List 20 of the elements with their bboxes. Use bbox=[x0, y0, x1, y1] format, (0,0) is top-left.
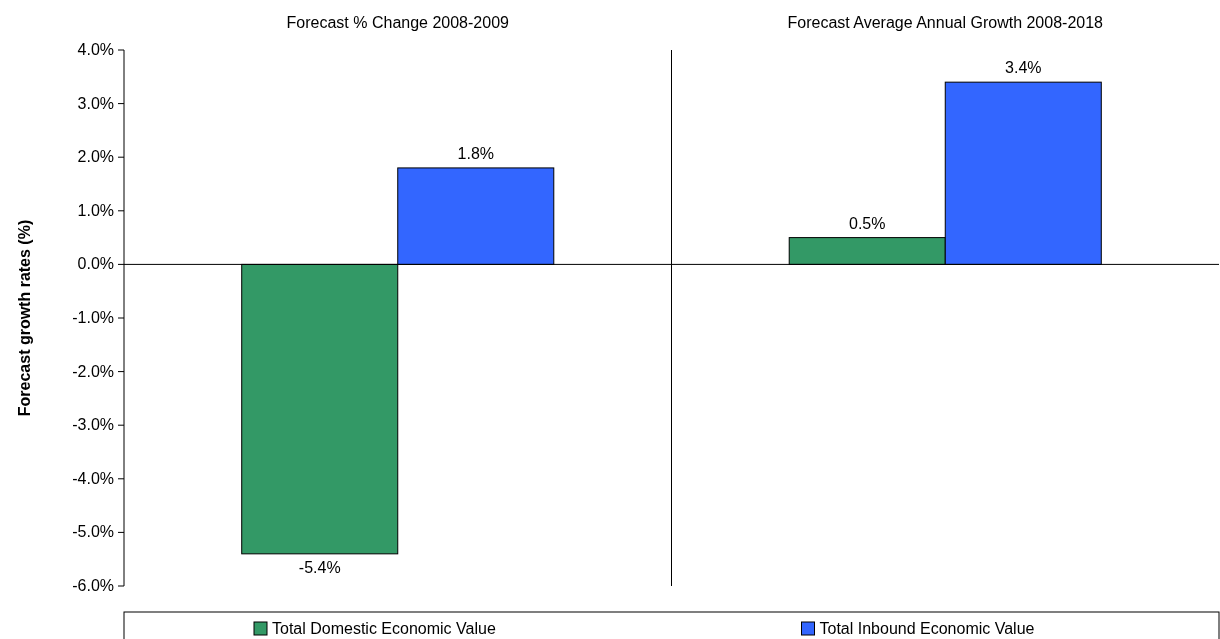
legend-label: Total Domestic Economic Value bbox=[272, 620, 496, 637]
y-tick-label: -2.0% bbox=[72, 362, 114, 380]
x-tick-label: Forecast Average Annual Growth 2008-2018 bbox=[787, 14, 1104, 31]
y-tick-label: -4.0% bbox=[72, 469, 114, 487]
y-tick-label: -6.0% bbox=[72, 577, 114, 594]
y-tick-label: 0.0% bbox=[77, 255, 114, 273]
data-label: 1.8% bbox=[457, 144, 494, 162]
x-tick-label: Forecast % Change 2008-2009 bbox=[286, 14, 510, 31]
y-tick-label: 1.0% bbox=[77, 201, 114, 219]
y-tick-label: -5.0% bbox=[72, 523, 114, 541]
y-tick-label: -1.0% bbox=[72, 309, 114, 326]
data-label: -5.4% bbox=[298, 558, 341, 576]
data-label: 3.4% bbox=[1005, 59, 1042, 77]
y-axis-title: Forecast growth rates (%) bbox=[16, 219, 33, 417]
y-tick-label: 2.0% bbox=[77, 148, 114, 166]
y-tick-label: 4.0% bbox=[77, 41, 114, 58]
data-label: 0.5% bbox=[849, 214, 886, 232]
legend-label: Total Inbound Economic Value bbox=[819, 620, 1035, 637]
y-tick-label: -3.0% bbox=[72, 416, 114, 434]
y-tick-label: 3.0% bbox=[77, 94, 114, 112]
